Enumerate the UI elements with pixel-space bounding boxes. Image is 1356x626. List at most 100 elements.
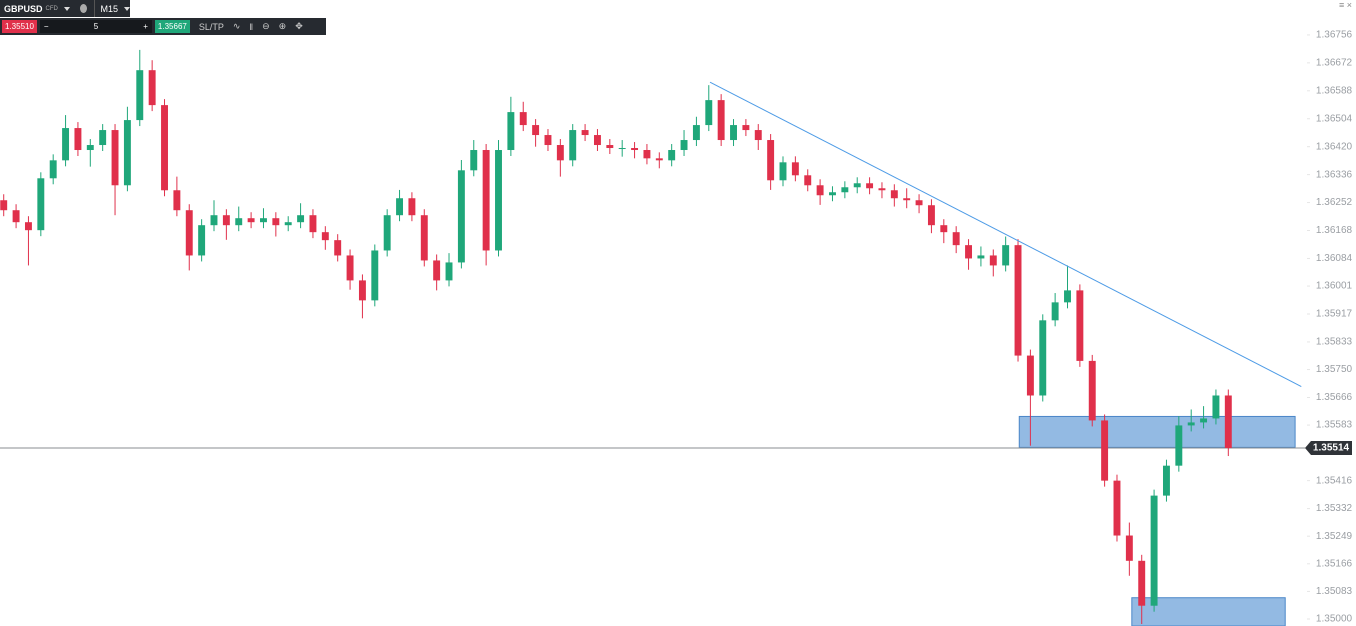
candle-body xyxy=(668,150,676,161)
candle-body xyxy=(173,190,181,211)
candle-body xyxy=(1150,495,1158,606)
info-icon[interactable] xyxy=(79,4,87,13)
candle-body xyxy=(470,150,478,171)
candle-body xyxy=(74,128,82,151)
y-tick-label: 1.36588 xyxy=(1316,85,1353,96)
candle-body xyxy=(334,240,342,256)
candle-body xyxy=(1187,422,1195,426)
y-tick-label: 1.35249 xyxy=(1316,531,1353,542)
candle-body xyxy=(371,250,379,301)
y-tick-label: 1.35000 xyxy=(1316,614,1353,625)
candle-body xyxy=(1200,418,1208,423)
y-tick-label: 1.35416 xyxy=(1316,475,1353,486)
dropdown-arrow[interactable] xyxy=(63,6,70,11)
y-tick-label: 1.36756 xyxy=(1316,30,1353,41)
candle-body xyxy=(804,175,812,186)
candle-body xyxy=(210,215,218,226)
candle-body xyxy=(989,255,997,266)
buy-price[interactable]: 1.35667 xyxy=(154,20,190,33)
candle-body xyxy=(593,135,601,146)
quantity[interactable]: 5 xyxy=(93,22,99,31)
candle-body xyxy=(977,255,985,259)
candle-body xyxy=(198,225,206,256)
candle-body xyxy=(62,128,70,161)
y-tick-label: 1.36084 xyxy=(1316,253,1353,264)
candle-body xyxy=(383,215,391,251)
candle-body xyxy=(853,183,861,188)
y-tick-label: 1.35583 xyxy=(1316,420,1353,431)
candle-body xyxy=(1088,360,1096,421)
candle-body xyxy=(915,200,923,206)
candle-body xyxy=(1138,560,1146,606)
candle-body xyxy=(779,162,787,181)
candle-body xyxy=(321,232,329,241)
indicator-icon[interactable]: ∿ xyxy=(232,21,241,31)
y-tick-label: 1.35666 xyxy=(1316,392,1353,403)
candle-body xyxy=(841,187,849,193)
candle-body xyxy=(445,262,453,281)
candle-body xyxy=(544,135,552,146)
sltp[interactable]: SL/TP xyxy=(198,21,224,32)
candle-body xyxy=(260,218,267,223)
symbol-bar: GBPUSD CFD M15 xyxy=(0,0,130,17)
sell-price[interactable]: 1.35510 xyxy=(2,20,37,33)
y-tick-label: 1.35083 xyxy=(1316,586,1353,597)
chart-type-icon[interactable]: ‖ xyxy=(249,21,254,32)
candle-body xyxy=(730,125,737,141)
candle-body xyxy=(185,210,193,256)
candle-body xyxy=(866,183,874,189)
candle-body xyxy=(86,145,94,151)
plus[interactable]: + xyxy=(143,22,148,31)
candle-body xyxy=(878,188,886,191)
candle-body xyxy=(358,280,366,301)
y-tick-label: 1.36252 xyxy=(1316,197,1353,208)
candle-body xyxy=(235,218,243,226)
trendline xyxy=(709,81,1302,387)
candle-body xyxy=(495,150,502,251)
y-tick-label: 1.35166 xyxy=(1316,558,1353,569)
y-tick-label: 1.36672 xyxy=(1316,58,1353,69)
candle-body xyxy=(49,160,57,179)
price-label-box xyxy=(1305,441,1352,456)
timeframe[interactable]: M15 xyxy=(100,3,118,14)
zone xyxy=(1018,415,1296,448)
separator xyxy=(93,0,95,17)
candle-body xyxy=(1026,355,1034,396)
y-tick-label: 1.36168 xyxy=(1316,225,1353,236)
instrument-type: CFD xyxy=(45,5,58,12)
minus[interactable]: − xyxy=(43,22,49,31)
candle-body xyxy=(1125,535,1133,561)
y-tick-label: 1.36420 xyxy=(1316,141,1353,152)
symbol[interactable]: GBPUSD xyxy=(4,3,43,14)
candle-body xyxy=(222,215,230,226)
dropdown-arrow[interactable] xyxy=(124,6,130,11)
candle-body xyxy=(767,140,775,181)
candle-body xyxy=(420,215,428,261)
candle-body xyxy=(247,218,255,223)
zoom-out-icon[interactable]: ⊖ xyxy=(262,21,270,31)
candle-body xyxy=(1101,420,1109,481)
y-tick-label: 1.35750 xyxy=(1316,364,1353,375)
candle-body xyxy=(816,185,824,196)
candle-body xyxy=(284,222,292,226)
candle-body xyxy=(940,225,948,233)
candle-body xyxy=(148,70,156,106)
candle-body xyxy=(618,148,626,150)
candle-body xyxy=(1224,395,1232,449)
zoom-in-icon[interactable]: ⊕ xyxy=(278,21,287,31)
window-controls[interactable]: ≡ × xyxy=(1338,0,1352,10)
y-tick-label: 1.35833 xyxy=(1316,337,1353,348)
move-icon[interactable]: ✥ xyxy=(295,21,303,31)
candle-body xyxy=(829,192,836,196)
candle-body xyxy=(136,70,144,121)
candle-body xyxy=(631,148,639,151)
candle-body xyxy=(581,130,589,136)
candle-body xyxy=(519,112,527,126)
candle-body xyxy=(12,210,20,223)
candle-body xyxy=(965,245,973,259)
quantity-box[interactable]: − 5 + xyxy=(39,20,152,33)
candle-body xyxy=(99,130,107,146)
candle-body xyxy=(927,205,935,226)
candle-body xyxy=(680,140,688,151)
